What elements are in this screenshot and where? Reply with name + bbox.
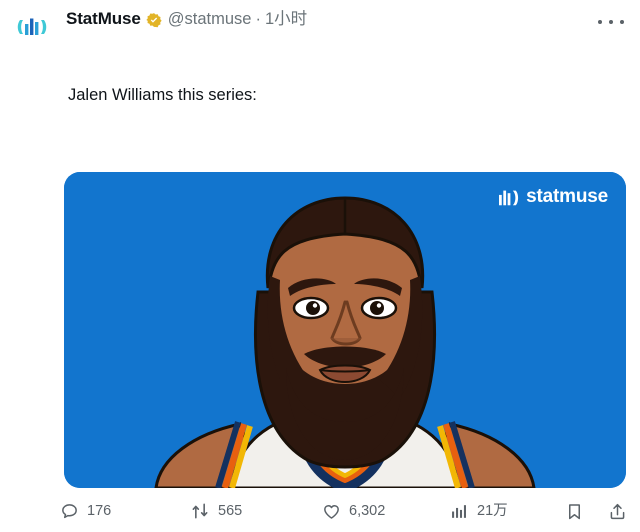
tweet-action-bar: 176 565 6,302 21万 bbox=[60, 498, 626, 528]
verified-icon bbox=[146, 12, 162, 28]
like-count: 6,302 bbox=[349, 503, 386, 519]
share-button[interactable] bbox=[608, 498, 635, 524]
more-horizontal-icon[interactable] bbox=[598, 12, 624, 32]
retweet-count: 565 bbox=[218, 503, 243, 519]
retweet-button[interactable]: 565 bbox=[190, 498, 242, 524]
author-handle[interactable]: @statmuse bbox=[167, 10, 252, 28]
separator-dot: · bbox=[255, 10, 261, 28]
heart-icon bbox=[324, 504, 339, 519]
avatar[interactable] bbox=[12, 6, 52, 46]
statmuse-logo-avatar-icon bbox=[12, 6, 52, 46]
share-icon bbox=[610, 503, 625, 519]
tweet-text-line: Jalen Williams this series: bbox=[68, 86, 257, 104]
views-count: 21万 bbox=[477, 503, 508, 519]
reply-icon bbox=[62, 503, 77, 518]
timestamp[interactable]: 1小时 bbox=[264, 10, 308, 28]
bookmark-icon bbox=[568, 503, 581, 519]
analytics-icon bbox=[452, 504, 466, 518]
tweet-media-image[interactable]: statmuse bbox=[64, 172, 626, 488]
reply-count: 176 bbox=[87, 503, 112, 519]
player-illustration bbox=[64, 172, 626, 488]
author-display-name[interactable]: StatMuse bbox=[66, 9, 141, 28]
retweet-icon bbox=[192, 503, 208, 519]
like-button[interactable]: 6,302 bbox=[322, 498, 385, 524]
author-line: StatMuse @statmuse · 1小时 bbox=[66, 9, 307, 29]
bookmark-button[interactable] bbox=[565, 498, 592, 524]
tweet-text-blank-line bbox=[68, 150, 626, 172]
views-button[interactable]: 21万 bbox=[450, 498, 508, 524]
reply-button[interactable]: 176 bbox=[60, 498, 111, 524]
tweet-header: StatMuse @statmuse · 1小时 bbox=[12, 6, 626, 46]
